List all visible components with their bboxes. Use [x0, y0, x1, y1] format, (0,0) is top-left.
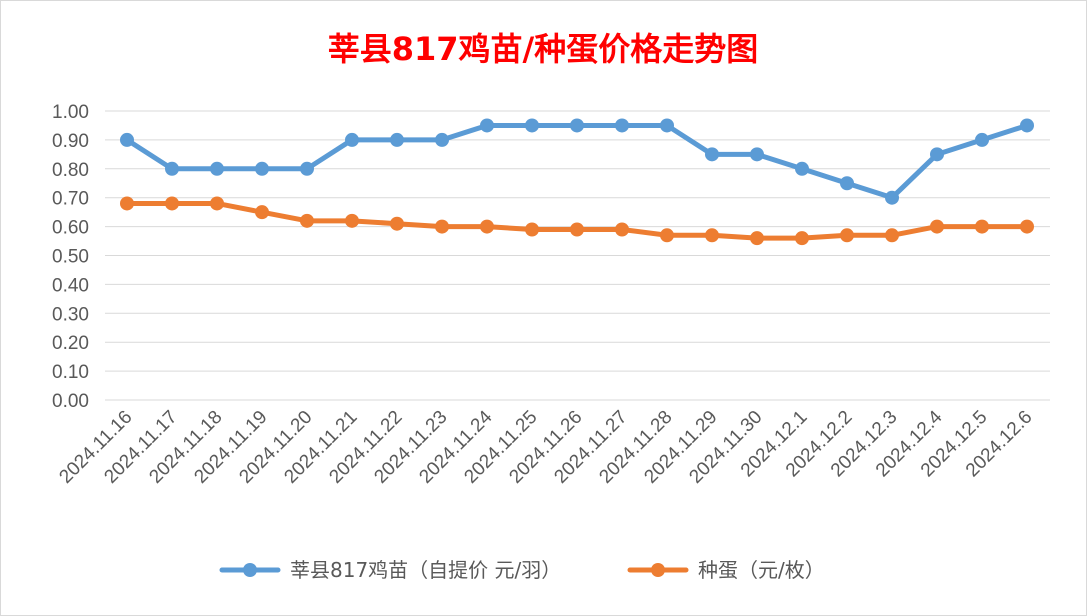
- legend-marker: [651, 563, 665, 577]
- data-point: [750, 147, 764, 162]
- y-tick-label: 1.00: [52, 102, 89, 123]
- data-point: [120, 132, 134, 147]
- data-point: [210, 196, 224, 211]
- y-tick-label: 0.90: [52, 131, 89, 152]
- data-point: [480, 118, 494, 133]
- data-point: [840, 176, 854, 191]
- data-point: [165, 196, 179, 211]
- data-point: [705, 228, 719, 243]
- data-point: [570, 222, 584, 237]
- y-tick-label: 0.60: [52, 218, 89, 239]
- data-point: [300, 161, 314, 176]
- data-point: [795, 231, 809, 246]
- data-point: [345, 132, 359, 147]
- data-point: [255, 161, 269, 176]
- legend-marker: [243, 563, 257, 577]
- data-point: [435, 219, 449, 234]
- data-point: [435, 132, 449, 147]
- data-point: [300, 213, 314, 228]
- data-point: [525, 118, 539, 133]
- data-point: [1020, 219, 1034, 234]
- y-tick-label: 0.10: [52, 362, 89, 383]
- data-point: [480, 219, 494, 234]
- data-point: [930, 219, 944, 234]
- y-axis-ticks: 0.00 0.10 0.20 0.30 0.40 0.50 0.60 0.70 0.80 0.90…: [52, 102, 89, 412]
- data-point: [930, 147, 944, 162]
- y-tick-label: 0.40: [52, 275, 89, 296]
- y-tick-label: 0.00: [52, 391, 89, 412]
- data-point: [390, 216, 404, 231]
- data-point: [120, 196, 134, 211]
- data-point: [570, 118, 584, 133]
- series-lines: [120, 118, 1034, 246]
- chart-title: 莘县817鸡苗/种蛋价格走势图: [328, 30, 759, 68]
- y-tick-label: 0.70: [52, 189, 89, 210]
- data-point: [975, 132, 989, 147]
- data-point: [975, 219, 989, 234]
- data-point: [525, 222, 539, 237]
- data-point: [660, 228, 674, 243]
- data-point: [705, 147, 719, 162]
- y-tick-label: 0.20: [52, 333, 89, 354]
- data-point: [1020, 118, 1034, 133]
- data-point: [615, 118, 629, 133]
- data-point: [210, 161, 224, 176]
- data-point: [750, 231, 764, 246]
- data-point: [255, 205, 269, 220]
- legend: 莘县817鸡苗（自提价 元/羽） 种蛋（元/枚）: [219, 558, 825, 582]
- data-point: [885, 228, 899, 243]
- y-tick-label: 0.50: [52, 247, 89, 268]
- data-point: [615, 222, 629, 237]
- data-point: [795, 161, 809, 176]
- legend-label: 莘县817鸡苗（自提价 元/羽）: [290, 558, 561, 582]
- data-point: [885, 190, 899, 205]
- data-point: [840, 228, 854, 243]
- data-point: [345, 213, 359, 228]
- legend-label: 种蛋（元/枚）: [698, 558, 825, 582]
- data-point: [660, 118, 674, 133]
- grid-lines: [105, 110, 1050, 401]
- data-point: [165, 161, 179, 176]
- y-tick-label: 0.80: [52, 160, 89, 181]
- y-tick-label: 0.30: [52, 304, 89, 325]
- data-point: [390, 132, 404, 147]
